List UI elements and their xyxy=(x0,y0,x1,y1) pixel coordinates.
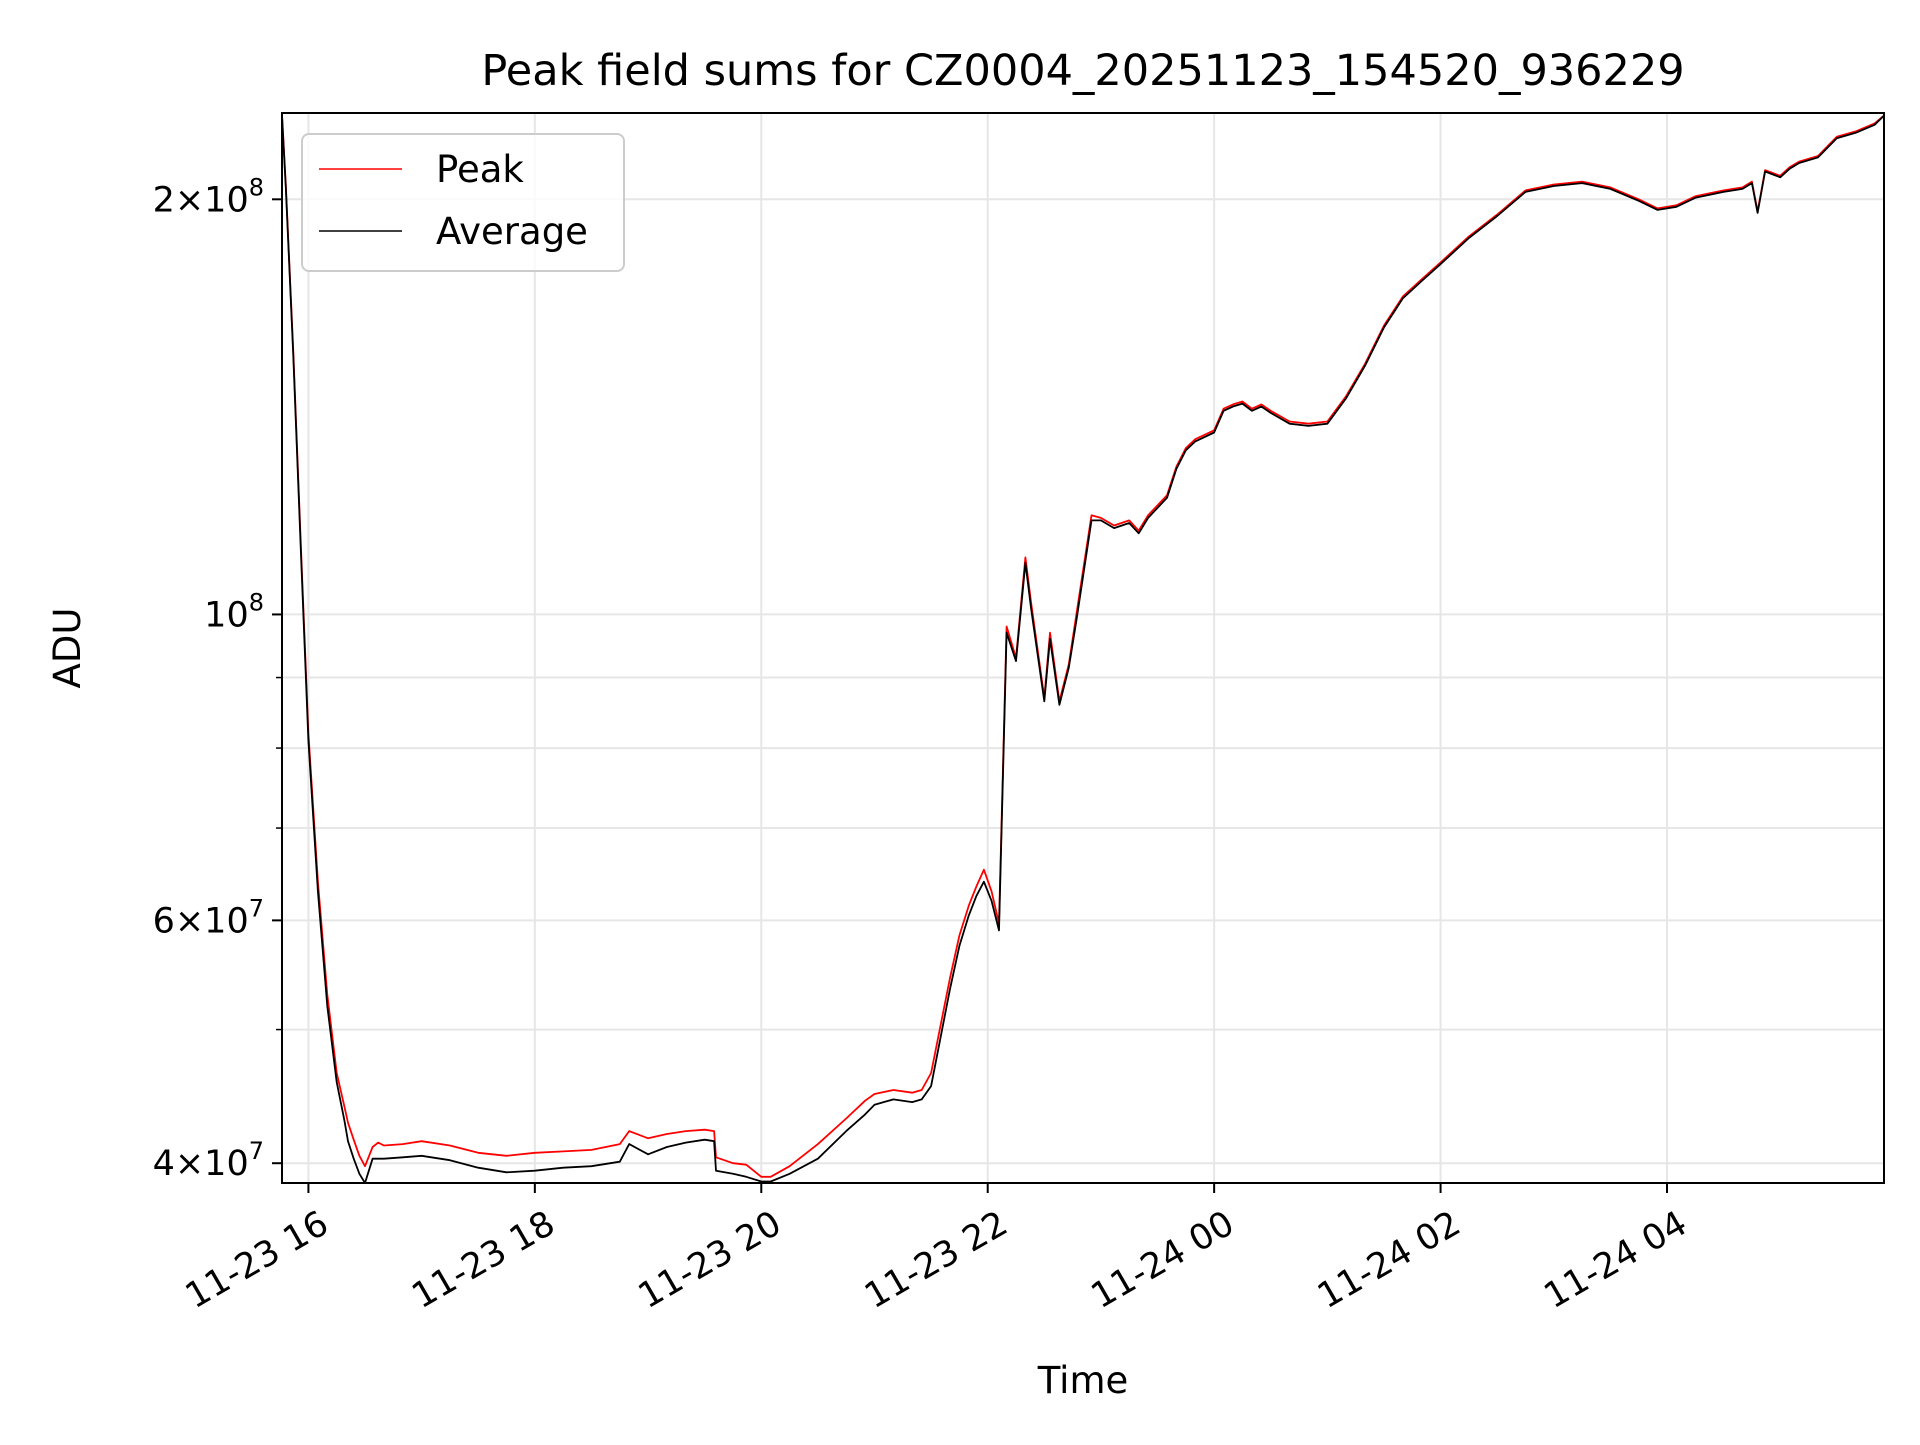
legend-label-peak: Peak xyxy=(436,148,524,191)
y-tick-label: 4×107 xyxy=(153,1137,264,1184)
x-axis-label: Time xyxy=(1037,1359,1129,1402)
series-line-average xyxy=(282,114,1884,1183)
legend: Peak Average xyxy=(301,133,625,272)
legend-label-average: Average xyxy=(436,210,588,253)
y-axis-ticks: 4×107 6×107 108 2×108 xyxy=(153,173,282,1184)
grid-lines xyxy=(282,113,1884,1183)
y-tick-label: 108 xyxy=(204,588,264,635)
chart-title: Peak field sums for CZ0004_20251123_1545… xyxy=(481,46,1684,96)
y-axis-label: ADU xyxy=(46,608,89,689)
series-lines xyxy=(282,114,1884,1183)
y-tick-label: 2×108 xyxy=(153,173,264,220)
plot-area-frame xyxy=(281,112,1885,1184)
y-tick-label: 6×107 xyxy=(153,894,264,941)
